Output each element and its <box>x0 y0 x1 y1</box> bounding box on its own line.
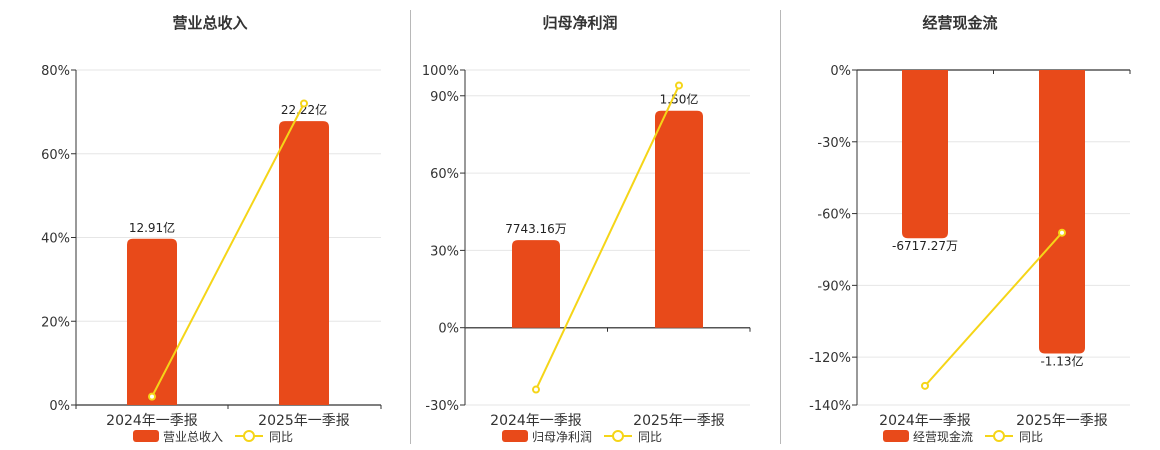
legend-bar-label: 营业总收入 <box>163 430 223 444</box>
bar <box>655 110 703 328</box>
bar-value-label: 12.91亿 <box>129 220 175 235</box>
bar <box>279 121 329 406</box>
x-tick-label: 2024年一季报 <box>490 413 582 429</box>
legend-bar-swatch <box>133 430 159 442</box>
y-tick-label: 30% <box>430 244 459 259</box>
y-tick-label: -140% <box>809 399 851 414</box>
x-tick-label: 2024年一季报 <box>106 413 198 429</box>
x-tick-label: 2025年一季报 <box>633 413 725 429</box>
y-tick-label: 40% <box>41 232 70 247</box>
y-tick-label: 60% <box>41 148 70 163</box>
bar <box>512 240 560 328</box>
legend-line-marker <box>993 430 1005 442</box>
bar <box>127 238 177 405</box>
y-tick-label: -30% <box>425 399 459 414</box>
divider-2 <box>780 10 781 444</box>
y-tick-label: 80% <box>41 64 70 79</box>
y-tick-label: 100% <box>422 64 459 79</box>
bar-value-label: -1.13亿 <box>1040 354 1083 369</box>
y-tick-label: 20% <box>41 315 70 330</box>
legend-bar-swatch <box>883 430 909 442</box>
chart-title: 经营现金流 <box>922 14 997 32</box>
y-tick-label: -30% <box>817 136 851 151</box>
chart-title: 归母净利润 <box>542 14 617 32</box>
legend-line-label: 同比 <box>269 430 293 444</box>
bar-value-label: 1.50亿 <box>660 92 699 107</box>
bar <box>902 70 948 239</box>
y-tick-label: 0% <box>438 322 459 337</box>
legend-line-marker <box>612 430 624 442</box>
x-tick-label: 2025年一季报 <box>1016 413 1108 429</box>
y-tick-label: 90% <box>430 90 459 105</box>
bar-value-label: 22.22亿 <box>281 102 327 117</box>
legend-bar-label: 归母净利润 <box>532 430 592 444</box>
divider-1 <box>410 10 411 444</box>
yoy-point <box>148 392 156 401</box>
y-tick-label: 0% <box>49 399 70 414</box>
x-tick-label: 2024年一季报 <box>879 413 971 429</box>
bar <box>1039 70 1085 354</box>
bar-value-label: -6717.27万 <box>892 239 958 253</box>
yoy-line <box>924 232 1063 387</box>
y-tick-label: 60% <box>430 167 459 182</box>
y-tick-label: 0% <box>830 64 851 79</box>
x-tick-label: 2025年一季报 <box>258 413 350 429</box>
legend-line-label: 同比 <box>1019 430 1043 444</box>
legend-bar-label: 经营现金流 <box>913 429 973 444</box>
legend-line-marker <box>243 430 255 442</box>
yoy-point <box>532 385 540 394</box>
yoy-point <box>1058 228 1066 237</box>
bar-value-label: 7743.16万 <box>505 222 567 236</box>
yoy-point <box>300 99 308 108</box>
chart-title: 营业总收入 <box>172 14 247 32</box>
yoy-line <box>535 85 680 390</box>
y-tick-label: -60% <box>817 208 851 223</box>
y-tick-label: -120% <box>809 351 851 366</box>
legend-bar-swatch <box>502 430 528 442</box>
yoy-point <box>921 381 929 390</box>
yoy-line <box>151 103 305 398</box>
yoy-point <box>675 81 683 90</box>
legend-line-label: 同比 <box>638 430 662 444</box>
y-tick-label: -90% <box>817 279 851 294</box>
